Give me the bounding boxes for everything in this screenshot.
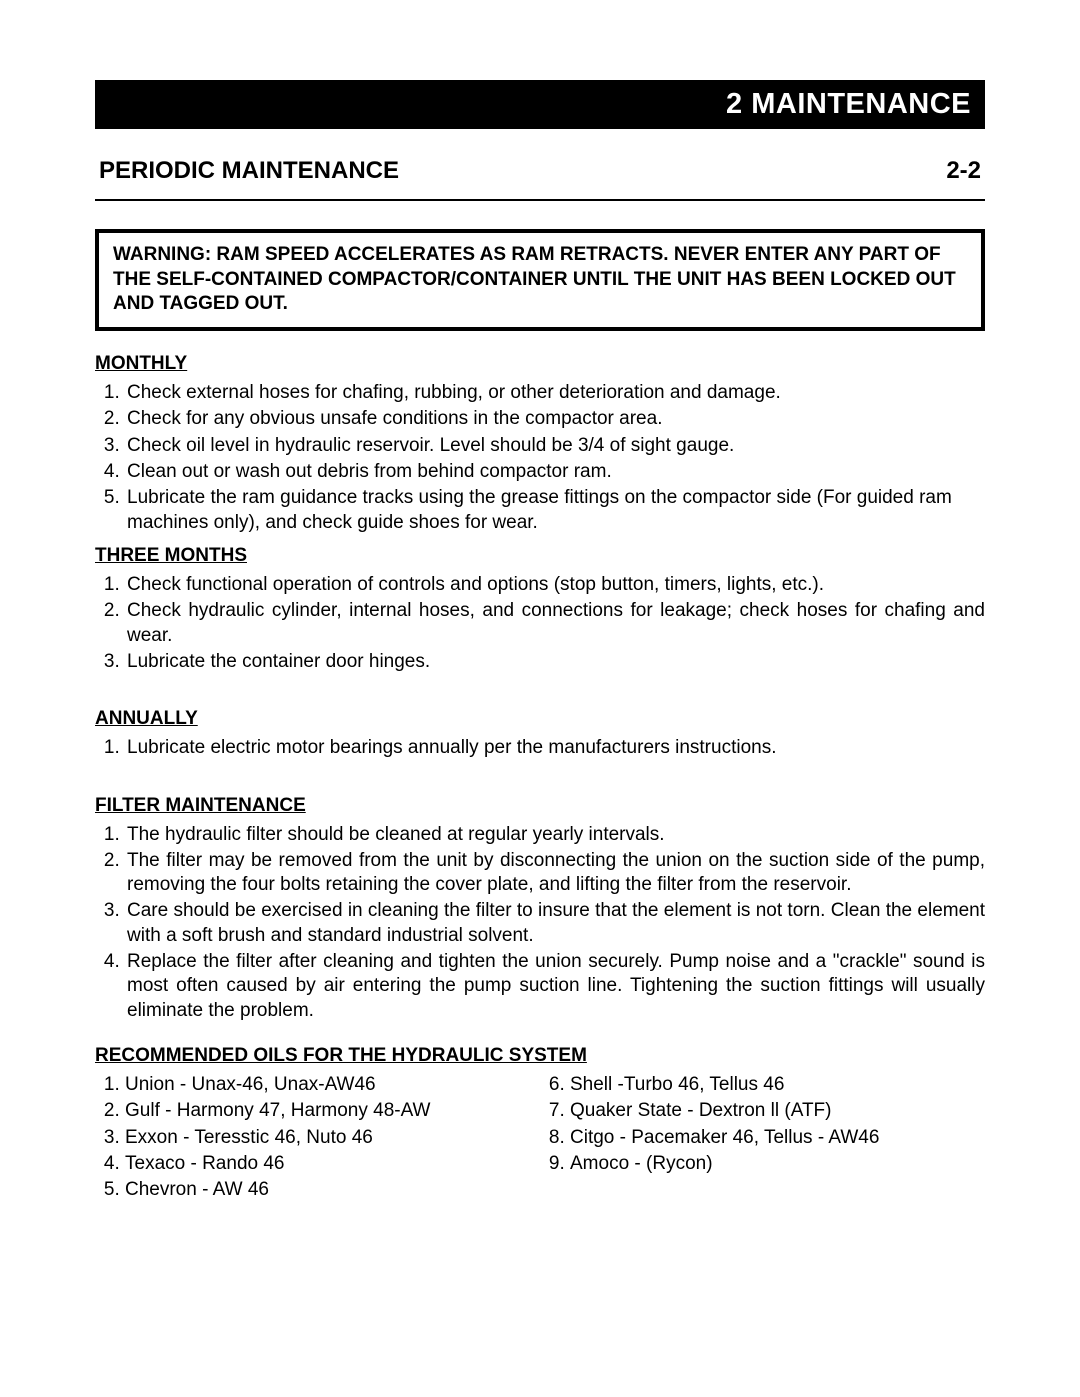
section-rule — [95, 199, 985, 201]
list-item: Quaker State - Dextron ll (ATF) — [570, 1099, 985, 1123]
oils-col-right: Shell -Turbo 46, Tellus 46 Quaker State … — [540, 1073, 985, 1205]
list-item: Check oil level in hydraulic reservoir. … — [125, 434, 985, 458]
list-item: Exxon - Teresstic 46, Nuto 46 — [125, 1126, 540, 1150]
heading-oils: RECOMMENDED OILS FOR THE HYDRAULIC SYSTE… — [95, 1045, 985, 1067]
list-item: Union - Unax-46, Unax-AW46 — [125, 1073, 540, 1097]
list-item: Amoco - (Rycon) — [570, 1152, 985, 1176]
list-item: Check functional operation of controls a… — [125, 573, 985, 597]
list-annually: Lubricate electric motor bearings annual… — [95, 736, 985, 760]
list-item: Texaco - Rando 46 — [125, 1152, 540, 1176]
list-item: Lubricate the ram guidance tracks using … — [125, 486, 985, 535]
list-item: Check external hoses for chafing, rubbin… — [125, 381, 985, 405]
heading-monthly: MONTHLY — [95, 353, 985, 375]
heading-annually: ANNUALLY — [95, 708, 985, 730]
list-item: Clean out or wash out debris from behind… — [125, 460, 985, 484]
list-item: Check hydraulic cylinder, internal hoses… — [125, 599, 985, 648]
chapter-bar: 2 MAINTENANCE — [95, 80, 985, 129]
list-filter: The hydraulic filter should be cleaned a… — [95, 823, 985, 1024]
list-item: The filter may be removed from the unit … — [125, 849, 985, 898]
heading-filter: FILTER MAINTENANCE — [95, 795, 985, 817]
warning-text: WARNING: RAM SPEED ACCELERATES AS RAM RE… — [113, 243, 967, 317]
oils-columns: Union - Unax-46, Unax-AW46 Gulf - Harmon… — [95, 1073, 985, 1205]
warning-box: WARNING: RAM SPEED ACCELERATES AS RAM RE… — [95, 229, 985, 331]
list-item: Lubricate electric motor bearings annual… — [125, 736, 985, 760]
page: 2 MAINTENANCE PERIODIC MAINTENANCE 2-2 W… — [0, 0, 1080, 1265]
oils-col-left: Union - Unax-46, Unax-AW46 Gulf - Harmon… — [95, 1073, 540, 1205]
list-item: Gulf - Harmony 47, Harmony 48-AW — [125, 1099, 540, 1123]
heading-three-months: THREE MONTHS — [95, 545, 985, 567]
list-item: Replace the filter after cleaning and ti… — [125, 950, 985, 1023]
list-three-months: Check functional operation of controls a… — [95, 573, 985, 674]
section-number: 2-2 — [946, 157, 981, 185]
section-title: PERIODIC MAINTENANCE — [99, 157, 399, 185]
list-item: Care should be exercised in cleaning the… — [125, 899, 985, 948]
list-item: Check for any obvious unsafe conditions … — [125, 407, 985, 431]
list-item: Citgo - Pacemaker 46, Tellus - AW46 — [570, 1126, 985, 1150]
list-monthly: Check external hoses for chafing, rubbin… — [95, 381, 985, 535]
section-header-row: PERIODIC MAINTENANCE 2-2 — [95, 157, 985, 185]
list-item: The hydraulic filter should be cleaned a… — [125, 823, 985, 847]
list-item: Shell -Turbo 46, Tellus 46 — [570, 1073, 985, 1097]
list-item: Chevron - AW 46 — [125, 1178, 540, 1202]
list-item: Lubricate the container door hinges. — [125, 650, 985, 674]
